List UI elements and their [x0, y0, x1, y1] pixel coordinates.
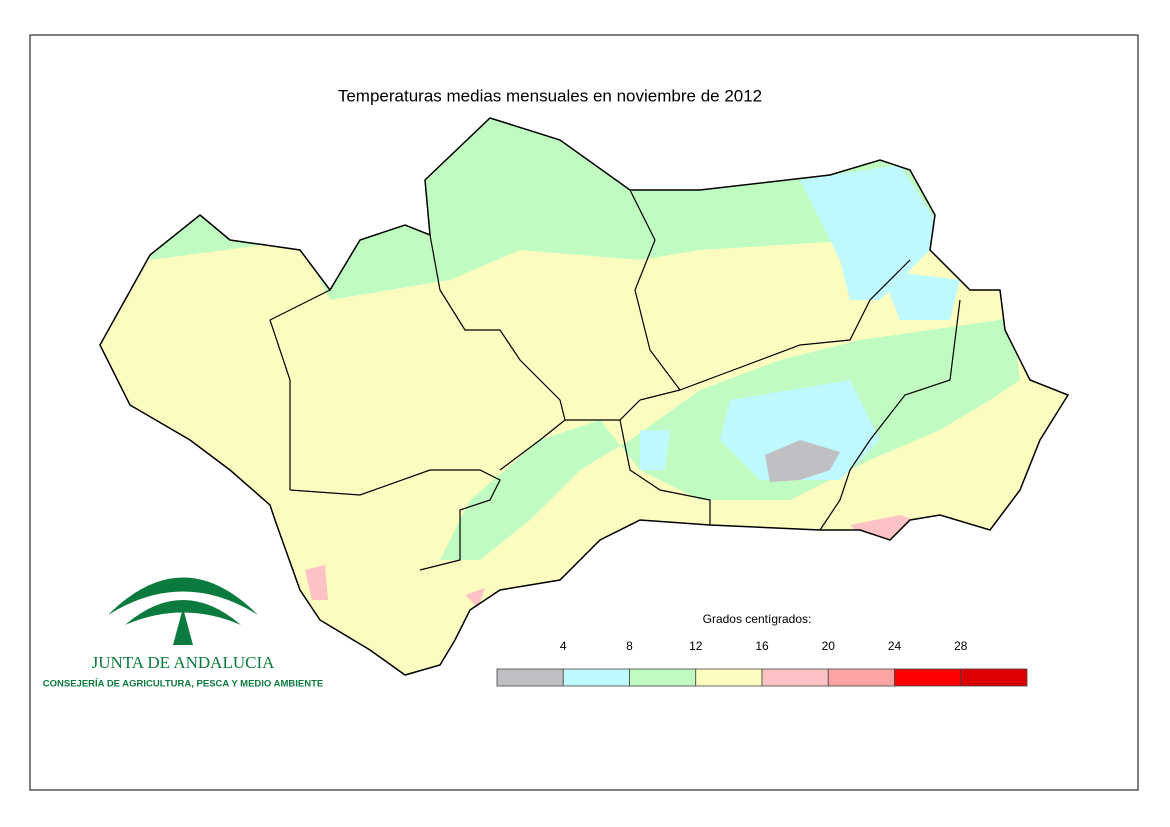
- province-borders: [269, 189, 961, 571]
- legend-tick-label: 4: [560, 639, 567, 653]
- legend-swatch: [629, 668, 697, 687]
- logo-department: CONSEJERÍA DE AGRICULTURA, PESCA Y MEDIO…: [43, 679, 323, 690]
- legend-swatch: [761, 668, 829, 687]
- legend-swatch: [960, 668, 1028, 687]
- legend-tick-label: 28: [954, 639, 968, 653]
- legend-tick-label: 20: [822, 639, 836, 653]
- legend-swatch: [695, 668, 763, 687]
- legend-tick-label: 12: [689, 639, 703, 653]
- legend-tick-label: 8: [626, 639, 633, 653]
- legend-tick-label: 16: [755, 639, 769, 653]
- legend: 4 8 12 16 20 24 28: [496, 639, 1028, 687]
- legend-title: Grados centígrados:: [703, 612, 812, 626]
- legend-swatch: [562, 668, 630, 687]
- map-title: Temperaturas medias mensuales en noviemb…: [338, 86, 762, 105]
- legend-tick-label: 24: [888, 639, 902, 653]
- logo: JUNTA DE ANDALUCIA CONSEJERÍA DE AGRICUL…: [43, 577, 323, 690]
- frame: [29, 34, 1139, 791]
- logo-name: JUNTA DE ANDALUCIA: [92, 653, 276, 672]
- legend-swatch: [827, 668, 895, 687]
- legend-swatch: [894, 668, 962, 687]
- legend-swatch: [496, 668, 564, 687]
